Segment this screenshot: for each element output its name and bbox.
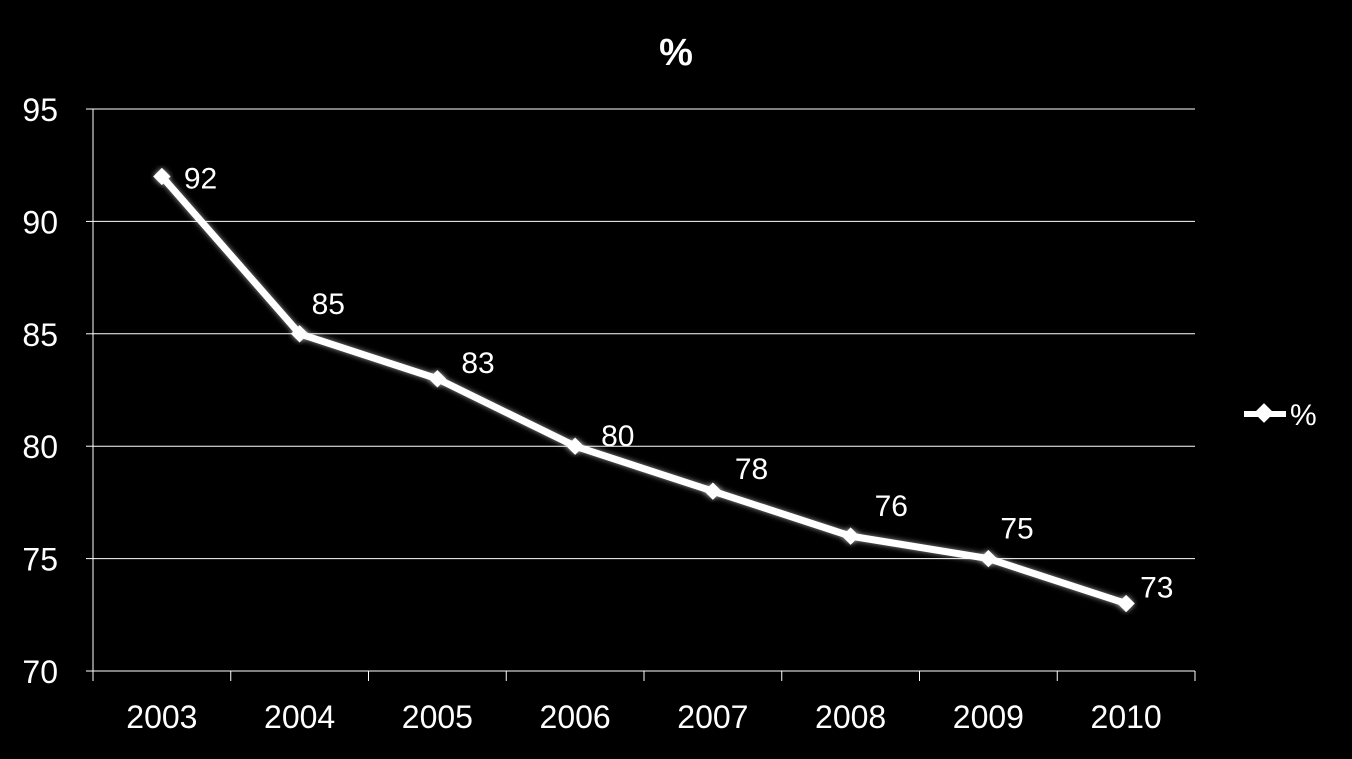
data-point-marker <box>566 437 584 455</box>
x-tick-label: 2008 <box>815 699 886 735</box>
series-line <box>158 172 1130 608</box>
data-point-marker <box>704 482 722 500</box>
y-tick-label: 70 <box>22 654 58 690</box>
y-tick-label: 95 <box>22 92 58 128</box>
data-labels: 92 85 83 80 78 76 75 73 <box>184 162 1174 604</box>
y-tick-label: 80 <box>22 429 58 465</box>
axes <box>86 108 1196 681</box>
x-tick-label: 2007 <box>677 699 748 735</box>
chart-title: % <box>659 32 693 74</box>
data-label: 80 <box>601 420 634 453</box>
x-tick-label: 2006 <box>540 699 611 735</box>
y-tick-label: 75 <box>22 542 58 578</box>
series-markers <box>153 167 1135 613</box>
data-label: 83 <box>461 347 494 380</box>
x-tick-label: 2005 <box>402 699 473 735</box>
data-point-marker <box>979 549 998 568</box>
gridlines <box>93 108 1195 560</box>
x-tick-label: 2003 <box>126 699 197 735</box>
x-tick-label: 2004 <box>264 699 335 735</box>
data-point-marker <box>1117 594 1135 613</box>
data-point-marker <box>290 325 309 343</box>
data-label: 75 <box>1000 513 1033 546</box>
y-axis-tick-labels: 70 75 80 85 90 95 <box>22 92 58 690</box>
x-tick-label: 2010 <box>1091 699 1162 735</box>
data-point-marker <box>428 370 447 388</box>
y-tick-label: 85 <box>22 317 58 353</box>
legend-label: % <box>1290 399 1317 432</box>
series-line-path <box>158 172 1130 608</box>
data-point-marker <box>153 167 171 186</box>
legend: % <box>1244 399 1317 432</box>
data-point-marker <box>841 527 860 545</box>
legend-diamond-icon <box>1254 403 1274 423</box>
data-label: 92 <box>184 162 217 195</box>
y-tick-label: 90 <box>22 204 58 240</box>
x-tick-label: 2009 <box>953 699 1024 735</box>
data-label: 76 <box>875 490 908 523</box>
data-label: 85 <box>312 288 345 321</box>
x-axis-tick-labels: 2003 2004 2005 2006 2007 2008 2009 2010 <box>126 699 1161 735</box>
data-label: 78 <box>735 453 768 486</box>
data-label: 73 <box>1140 572 1173 605</box>
